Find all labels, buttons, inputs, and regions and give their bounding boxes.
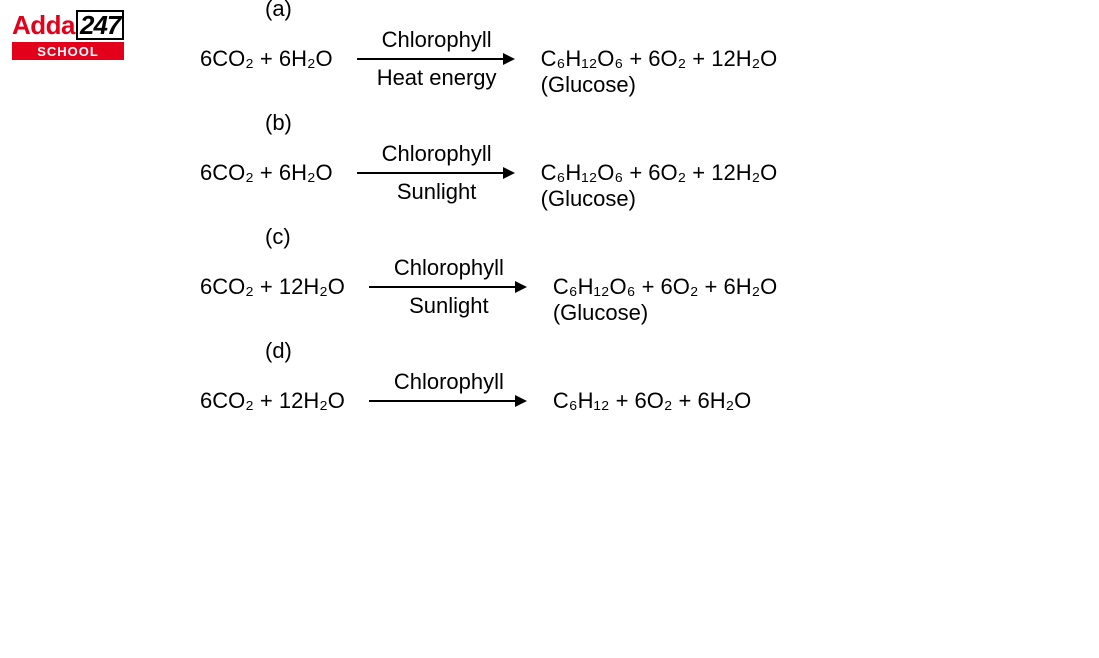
- option-b-arrow-bottom: Sunlight: [397, 180, 477, 204]
- option-b-label: (b): [200, 110, 960, 142]
- option-b-equation: 6CO₂ + 6H₂O Chlorophyll Sunlight C₆H₁₂O₆…: [200, 142, 960, 222]
- option-d-label: (d): [200, 338, 960, 370]
- option-d: (d) 6CO₂ + 12H₂O Chlorophyll C₆H₁₂ + 6O₂…: [200, 338, 960, 424]
- option-c-arrow: Chlorophyll Sunlight: [349, 256, 549, 318]
- arrow-icon: [369, 394, 529, 408]
- option-c-arrow-bottom: Sunlight: [409, 294, 489, 318]
- option-d-equation: 6CO₂ + 12H₂O Chlorophyll C₆H₁₂ + 6O₂ + 6…: [200, 370, 960, 424]
- option-c-arrow-top: Chlorophyll: [394, 256, 504, 280]
- option-c-label: (c): [200, 224, 960, 256]
- option-a-products-formula: C₆H₁₂O₆ + 6O₂ + 12H₂O: [541, 28, 778, 72]
- option-a-reactants: 6CO₂ + 6H₂O: [200, 28, 333, 72]
- option-d-arrow: Chlorophyll: [349, 370, 549, 408]
- option-d-arrow-top: Chlorophyll: [394, 370, 504, 394]
- option-b-products: C₆H₁₂O₆ + 6O₂ + 12H₂O (Glucose): [541, 142, 778, 212]
- logo-text-boxed: 247: [76, 10, 124, 40]
- option-c-products-formula: C₆H₁₂O₆ + 6O₂ + 6H₂O: [553, 256, 777, 300]
- option-c-reactants: 6CO₂ + 12H₂O: [200, 256, 345, 300]
- logo-subtitle: SCHOOL: [12, 42, 124, 60]
- option-a-equation: 6CO₂ + 6H₂O Chlorophyll Heat energy C₆H₁…: [200, 28, 960, 108]
- option-b-reactants: 6CO₂ + 6H₂O: [200, 142, 333, 186]
- option-b-arrow-top: Chlorophyll: [382, 142, 492, 166]
- option-d-products-formula: C₆H₁₂ + 6O₂ + 6H₂O: [553, 370, 751, 414]
- equations-content: (a) 6CO₂ + 6H₂O Chlorophyll Heat energy …: [200, 0, 960, 424]
- option-c: (c) 6CO₂ + 12H₂O Chlorophyll Sunlight C₆…: [200, 224, 960, 336]
- option-a: (a) 6CO₂ + 6H₂O Chlorophyll Heat energy …: [200, 0, 960, 108]
- arrow-icon: [357, 52, 517, 66]
- option-d-reactants: 6CO₂ + 12H₂O: [200, 370, 345, 414]
- option-a-products-note: (Glucose): [541, 72, 778, 98]
- option-d-products: C₆H₁₂ + 6O₂ + 6H₂O: [553, 370, 751, 414]
- brand-logo: Adda247 SCHOOL: [12, 10, 124, 60]
- option-a-arrow-bottom: Heat energy: [377, 66, 497, 90]
- option-a-products: C₆H₁₂O₆ + 6O₂ + 12H₂O (Glucose): [541, 28, 778, 98]
- option-b: (b) 6CO₂ + 6H₂O Chlorophyll Sunlight C₆H…: [200, 110, 960, 222]
- option-a-label: (a): [200, 0, 960, 28]
- option-b-products-note: (Glucose): [541, 186, 778, 212]
- option-a-arrow: Chlorophyll Heat energy: [337, 28, 537, 90]
- option-c-products-note: (Glucose): [553, 300, 777, 326]
- option-b-arrow: Chlorophyll Sunlight: [337, 142, 537, 204]
- option-c-equation: 6CO₂ + 12H₂O Chlorophyll Sunlight C₆H₁₂O…: [200, 256, 960, 336]
- option-c-products: C₆H₁₂O₆ + 6O₂ + 6H₂O (Glucose): [553, 256, 777, 326]
- arrow-icon: [369, 280, 529, 294]
- arrow-icon: [357, 166, 517, 180]
- logo-text-red: Adda: [12, 10, 75, 40]
- logo-wordmark: Adda247: [12, 10, 124, 40]
- option-b-products-formula: C₆H₁₂O₆ + 6O₂ + 12H₂O: [541, 142, 778, 186]
- option-a-arrow-top: Chlorophyll: [382, 28, 492, 52]
